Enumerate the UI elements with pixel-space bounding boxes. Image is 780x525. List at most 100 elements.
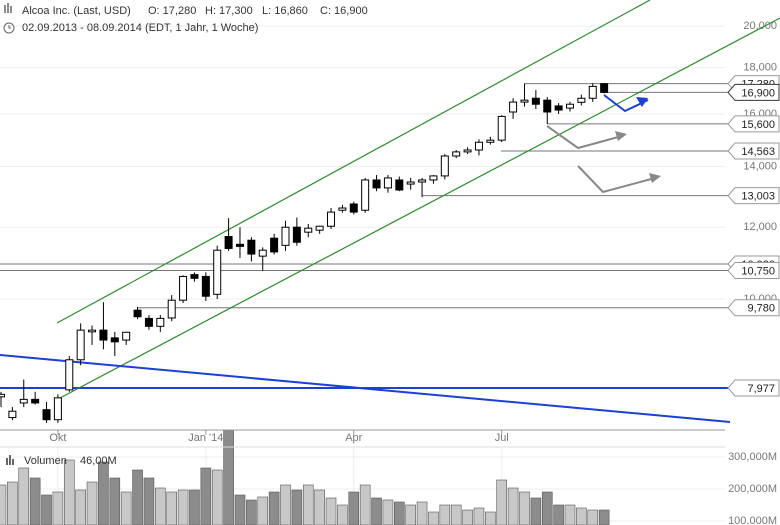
candle-body <box>235 243 244 247</box>
level-label: 15,600 <box>741 119 775 131</box>
arrow-head <box>615 131 627 141</box>
y-tick-label: 20,000 <box>743 20 777 32</box>
x-tick-label: Jul <box>495 432 509 444</box>
volume-bar <box>120 491 132 525</box>
volume-icon <box>6 455 14 465</box>
volume-bar <box>166 491 177 525</box>
volume-bar <box>541 491 553 525</box>
volume-bar <box>519 491 530 525</box>
channel-upper <box>56 0 651 324</box>
candle-body <box>53 397 62 421</box>
candles-layer <box>0 83 610 525</box>
volume-bar <box>382 499 394 525</box>
candle-body <box>452 151 461 157</box>
candle-body <box>247 239 256 255</box>
volume-bar <box>359 484 371 525</box>
volume-bar <box>450 504 462 525</box>
volume-bar <box>211 469 223 525</box>
candle-body <box>509 101 518 113</box>
volume-bar <box>302 484 314 525</box>
level-tag <box>727 379 780 397</box>
volume-bar <box>337 504 348 525</box>
level-label: 7,977 <box>747 383 775 395</box>
volume-bar <box>314 489 325 525</box>
level-label: 16,900 <box>741 87 775 99</box>
candle-body <box>133 309 142 318</box>
volume-bar <box>268 491 280 525</box>
volume-tick-label: 100,000M <box>728 515 777 525</box>
arrow <box>577 165 656 194</box>
labels-layer: 17,28016,90015,60014,56313,00310,93010,7… <box>727 75 780 397</box>
candle-body <box>42 409 51 421</box>
volume-bar <box>223 429 234 525</box>
volume-bar <box>234 494 246 525</box>
candle-body <box>349 203 358 213</box>
volume-bar <box>29 477 41 525</box>
level-label: 10,750 <box>741 265 775 277</box>
volume-bar <box>280 484 291 525</box>
arrow-head <box>636 97 648 107</box>
volume-bar <box>325 497 337 525</box>
candle-body <box>76 329 85 361</box>
volume-bar <box>0 484 7 525</box>
candle-body <box>201 275 210 297</box>
volume-bar <box>462 509 473 525</box>
y-tick-label: 12,000 <box>743 221 777 233</box>
volume-bar <box>75 489 86 525</box>
volume-bar <box>473 507 485 525</box>
candle-body <box>463 149 472 153</box>
volume-bar <box>189 489 200 525</box>
volume-bar <box>405 504 416 525</box>
level-tag <box>727 115 780 133</box>
candle-body <box>577 97 586 103</box>
arrow <box>546 125 623 150</box>
candle-body <box>497 115 506 141</box>
volume-bar <box>507 487 519 525</box>
chart-subtitle: 02.09.2013 - 08.09.2014 (EDT, 1 Jahr, 1 … <box>22 22 258 34</box>
level-tag <box>727 142 780 160</box>
volume-bar <box>587 509 599 525</box>
y-tick-label: 18,000 <box>743 61 777 73</box>
volume-bar <box>291 489 303 525</box>
candle-body <box>144 317 153 327</box>
candle-body <box>543 99 552 113</box>
level-tag <box>727 187 780 205</box>
volume-tick-label: 300,000M <box>728 451 777 463</box>
y-tick-label: 14,000 <box>743 160 777 172</box>
volume-bar <box>18 467 30 525</box>
candle-body <box>8 410 17 419</box>
volume-bar <box>200 467 212 525</box>
level-label: 13,003 <box>741 191 775 203</box>
candle-body <box>99 329 108 341</box>
ohlc-close: C: 16,900 <box>320 5 368 17</box>
candle-body <box>600 83 609 93</box>
ohlc-low: L: 16,860 <box>262 5 308 17</box>
candle-body <box>418 179 427 183</box>
candle-body <box>429 175 438 181</box>
volume-bar <box>348 491 360 525</box>
candle-body <box>554 105 563 111</box>
volume-title: Volumen <box>24 455 67 467</box>
volume-bar <box>177 489 189 525</box>
levels-layer <box>0 83 728 390</box>
candle-body <box>486 139 495 143</box>
candle-body <box>190 274 199 279</box>
header-icons <box>3 3 15 34</box>
ohlc-high: H: 17,300 <box>205 5 253 17</box>
candle-body <box>270 237 279 253</box>
candle-body <box>31 398 40 404</box>
level-tag <box>727 299 780 317</box>
volume-bar <box>246 499 257 525</box>
volume-bar <box>576 507 587 525</box>
volume-bar <box>7 481 18 525</box>
volume-bar <box>41 494 52 525</box>
volume-bar <box>98 461 109 525</box>
level-tag <box>727 83 780 101</box>
candle-body <box>88 329 97 333</box>
x-tick-label: Apr <box>345 432 362 444</box>
arrow-head <box>649 173 661 183</box>
chart-title: Alcoa Inc. (Last, USD) <box>22 5 131 17</box>
candle-body <box>520 99 529 103</box>
candle-body <box>122 331 131 341</box>
